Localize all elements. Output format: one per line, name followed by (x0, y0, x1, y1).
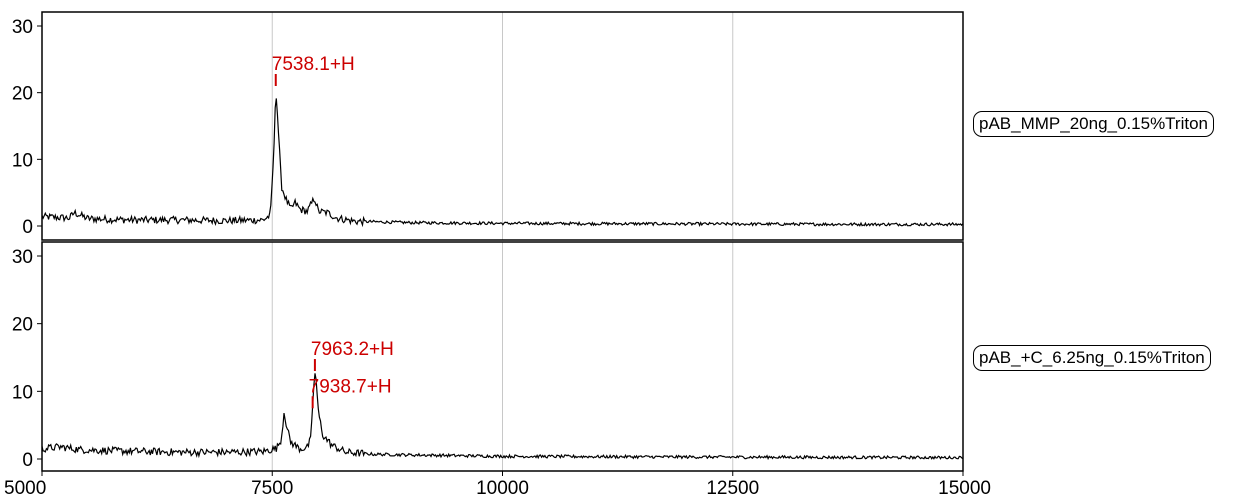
y-tick-label: 30 (12, 17, 33, 38)
legend-panel-2: pAB_+C_6.25ng_0.15%Triton (973, 345, 1211, 371)
x-tick-label: 5000 (4, 478, 46, 499)
y-tick-label: 10 (12, 382, 33, 403)
y-tick-label: 30 (12, 247, 33, 268)
legend-panel-1: pAB_MMP_20ng_0.15%Triton (973, 111, 1215, 137)
y-tick-label: 10 (12, 150, 33, 171)
peak-label: 7938.7+H (309, 376, 392, 397)
peak-label: 7963.2+H (311, 339, 394, 360)
x-tick-label: 7500 (251, 478, 293, 499)
spectrum-trace (41, 373, 964, 461)
plot-frame (41, 11, 964, 241)
y-tick-label: 20 (12, 315, 33, 336)
x-tick-label: 12500 (706, 478, 759, 499)
x-tick-label: 15000 (938, 478, 991, 499)
spectrum-trace (41, 98, 964, 228)
y-tick-label: 0 (22, 450, 33, 471)
x-tick-label: 10000 (476, 478, 529, 499)
y-tick-label: 0 (22, 217, 33, 238)
y-tick-label: 20 (12, 84, 33, 105)
peak-label: 7538.1+H (272, 54, 355, 75)
